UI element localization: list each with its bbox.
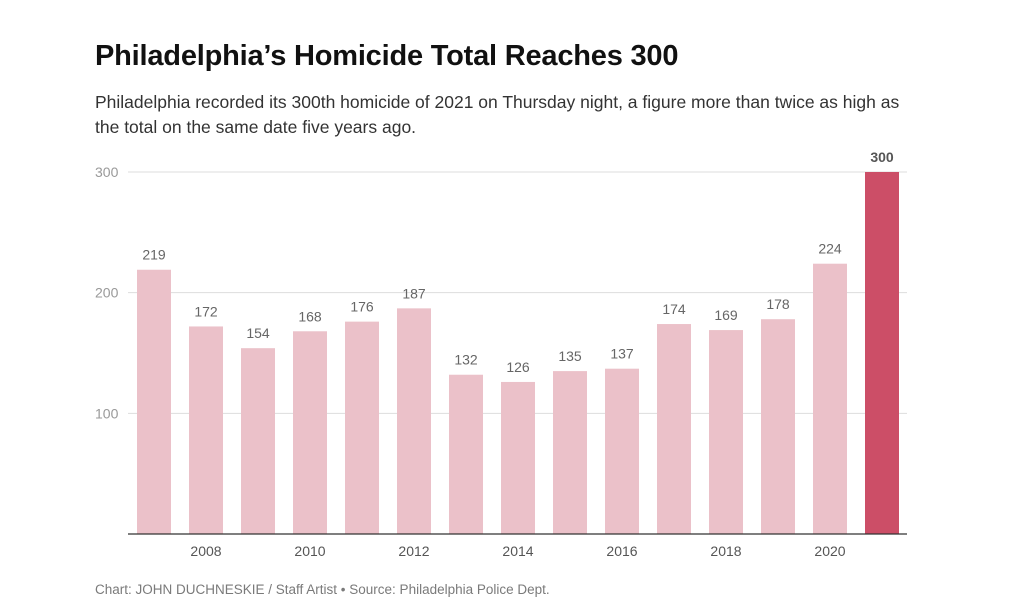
bar-value-label: 135 [558,348,582,364]
x-tick-label: 2008 [190,543,221,559]
bar-value-label: 176 [350,299,374,315]
bar-value-label: 137 [610,346,634,362]
x-tick-label: 2020 [814,543,845,559]
x-axis-ticks: 2008 2010 2012 2014 2016 2018 2020 [190,543,845,559]
bar-2021 [865,172,899,534]
bar-2010 [293,331,327,534]
bar-2012 [397,308,431,534]
bar-2013 [449,374,483,534]
bar-2020 [813,263,847,534]
bar-value-label: 132 [454,352,478,368]
x-tick-label: 2012 [398,543,429,559]
bar-2015 [553,371,587,534]
bar-2018 [709,330,743,534]
y-tick-label: 200 [95,285,119,301]
bar-value-label: 219 [142,247,166,263]
bar-value-label: 300 [870,149,894,165]
bar-2016 [605,368,639,534]
x-tick-label: 2010 [294,543,325,559]
bar-value-label: 172 [194,303,218,319]
bar-value-label: 224 [818,241,842,257]
x-tick-label: 2014 [502,543,533,559]
bar-2007 [137,269,171,534]
chart-subtitle: Philadelphia recorded its 300th homicide… [95,92,900,137]
y-tick-label: 300 [95,164,119,180]
y-tick-label: 100 [95,405,119,421]
bar-value-label: 168 [298,308,322,324]
bar-value-labels: 219 172 154 168 176 187 132 126 135 137 174 169 178 2… [142,149,894,375]
bar-value-label: 174 [662,301,686,317]
x-tick-label: 2016 [606,543,637,559]
bar-value-label: 187 [402,285,426,301]
bars [137,172,899,534]
bar-value-label: 154 [246,325,270,341]
bar-2011 [345,321,379,534]
chart-title: Philadelphia’s Homicide Total Reaches 30… [95,40,679,72]
bar-value-label: 126 [506,359,530,375]
bar-value-label: 169 [714,307,738,323]
bar-2014 [501,381,535,534]
y-axis-ticks: 100 200 300 [95,164,119,421]
bar-value-label: 178 [766,296,790,312]
chart-credit: Chart: JOHN DUCHNESKIE / Staff Artist • … [95,582,550,597]
x-tick-label: 2018 [710,543,741,559]
bar-2019 [761,319,795,534]
bar-2009 [241,348,275,534]
bar-2008 [189,326,223,534]
bar-2017 [657,324,691,534]
